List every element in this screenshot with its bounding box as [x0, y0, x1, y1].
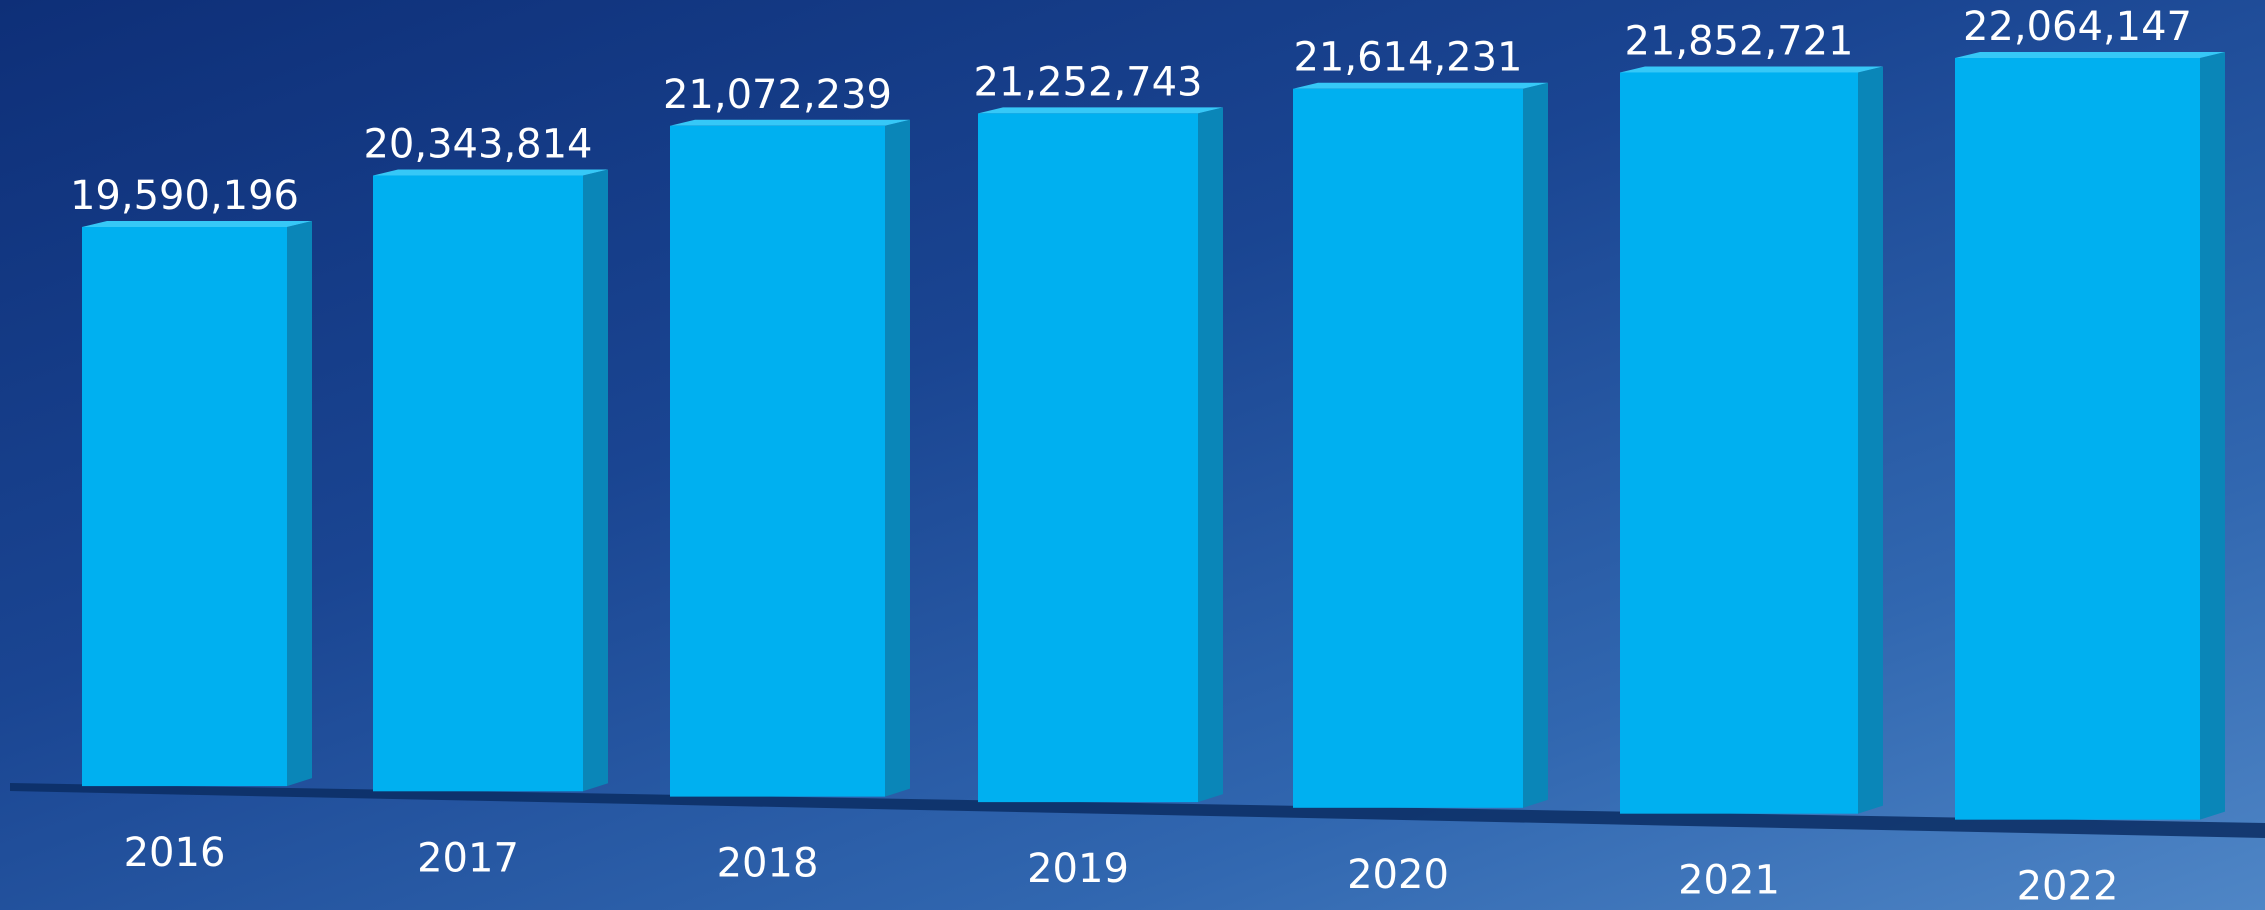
- labels-group: 19,590,196 2016 20,343,814 2017 21,072,239 20…: [70, 4, 2192, 910]
- chart-floor-shadow: [10, 783, 2265, 838]
- year-label-2021: 2021: [1678, 858, 1780, 904]
- year-label-2019: 2019: [1027, 846, 1129, 892]
- bar-top-2016: [82, 221, 312, 227]
- bar-2016: [82, 227, 287, 787]
- bar-side-2019: [1198, 107, 1223, 803]
- value-label-2016: 19,590,196: [70, 173, 299, 219]
- bar-2018: [670, 125, 885, 797]
- value-label-2022: 22,064,147: [1963, 4, 2192, 50]
- bar-top-2019: [978, 107, 1223, 114]
- bar-side-2022: [2200, 52, 2225, 820]
- bar-2019: [978, 113, 1198, 803]
- bars-group: [82, 52, 2225, 820]
- year-label-2020: 2020: [1347, 852, 1449, 898]
- bar-side-2018: [885, 119, 910, 797]
- bar-top-2021: [1620, 66, 1883, 73]
- year-label-2016: 2016: [124, 830, 226, 876]
- value-label-2021: 21,852,721: [1624, 18, 1853, 64]
- year-label-2017: 2017: [417, 835, 519, 881]
- bar-side-2021: [1858, 66, 1883, 814]
- value-label-2019: 21,252,743: [973, 59, 1202, 105]
- bar-2021: [1620, 72, 1858, 814]
- bar-top-2020: [1293, 82, 1548, 89]
- bar-top-2022: [1955, 52, 2225, 58]
- year-label-2018: 2018: [717, 841, 819, 887]
- value-label-2018: 21,072,239: [663, 72, 892, 118]
- bar-top-2018: [670, 119, 910, 126]
- bar-2022: [1955, 58, 2200, 820]
- value-label-2017: 20,343,814: [363, 122, 592, 168]
- bar-top-2017: [373, 169, 608, 176]
- year-label-2022: 2022: [2017, 864, 2119, 910]
- bar-side-2016: [287, 221, 312, 787]
- value-label-2020: 21,614,231: [1293, 35, 1522, 81]
- bar-side-2017: [583, 169, 608, 792]
- bar-2017: [373, 175, 583, 792]
- bar-2020: [1293, 88, 1523, 808]
- bar-side-2020: [1523, 82, 1548, 808]
